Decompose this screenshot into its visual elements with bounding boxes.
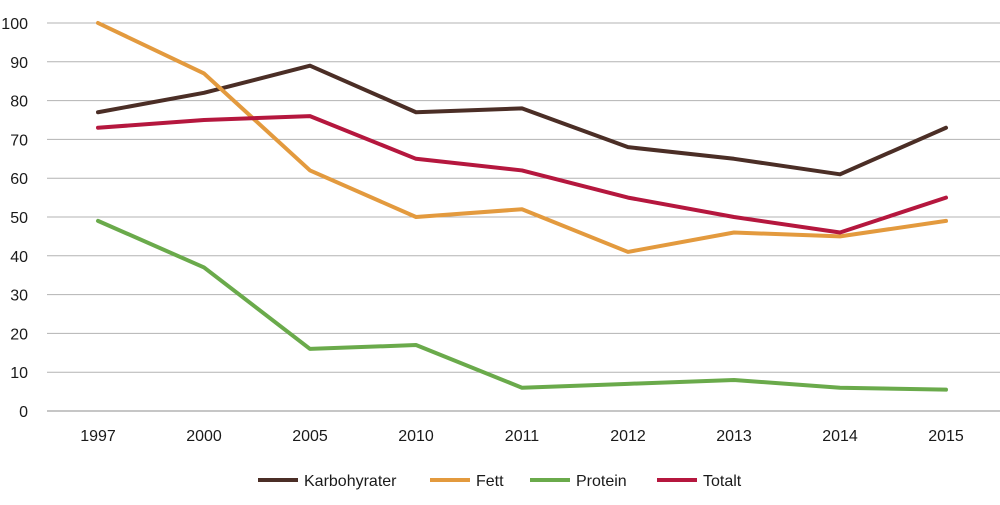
y-tick-label-0: 0 xyxy=(19,404,28,421)
legend: Karbohyrater Fett Protein Totalt xyxy=(258,473,742,490)
y-tick-label-80: 80 xyxy=(10,94,28,111)
x-axis: 1997 2000 2005 2010 2011 2012 2013 2014 2015 xyxy=(80,428,964,445)
y-tick-label-40: 40 xyxy=(10,249,28,266)
series-line-protein xyxy=(96,218,948,392)
gridlines xyxy=(47,22,1000,412)
legend-label-totalt: Totalt xyxy=(703,473,742,490)
x-tick-label-2015: 2015 xyxy=(928,428,964,445)
legend-label-fett: Fett xyxy=(476,473,504,490)
y-tick-label-10: 10 xyxy=(10,365,28,382)
x-tick-label-2014: 2014 xyxy=(822,428,858,445)
y-axis: 0 10 20 30 40 50 60 70 80 90 100 xyxy=(1,16,28,421)
y-tick-label-100: 100 xyxy=(1,16,28,33)
series-line-karbohyrater xyxy=(96,63,948,177)
series-line-totalt xyxy=(96,114,948,235)
x-tick-label-2010: 2010 xyxy=(398,428,434,445)
y-tick-label-90: 90 xyxy=(10,55,28,72)
x-tick-label-2011: 2011 xyxy=(505,428,540,445)
x-tick-label-2012: 2012 xyxy=(610,428,646,445)
y-tick-label-50: 50 xyxy=(10,210,28,227)
legend-label-protein: Protein xyxy=(576,473,627,490)
x-tick-label-2013: 2013 xyxy=(716,428,752,445)
x-tick-label-2005: 2005 xyxy=(292,428,328,445)
y-tick-label-20: 20 xyxy=(10,326,28,343)
x-tick-label-2000: 2000 xyxy=(186,428,222,445)
y-tick-label-70: 70 xyxy=(10,132,28,149)
y-tick-label-60: 60 xyxy=(10,171,28,188)
series-line-fett xyxy=(96,21,948,254)
x-tick-label-1997: 1997 xyxy=(80,428,116,445)
legend-label-karbohyrater: Karbohyrater xyxy=(304,473,397,490)
series-lines xyxy=(96,21,948,392)
y-tick-label-30: 30 xyxy=(10,288,28,305)
